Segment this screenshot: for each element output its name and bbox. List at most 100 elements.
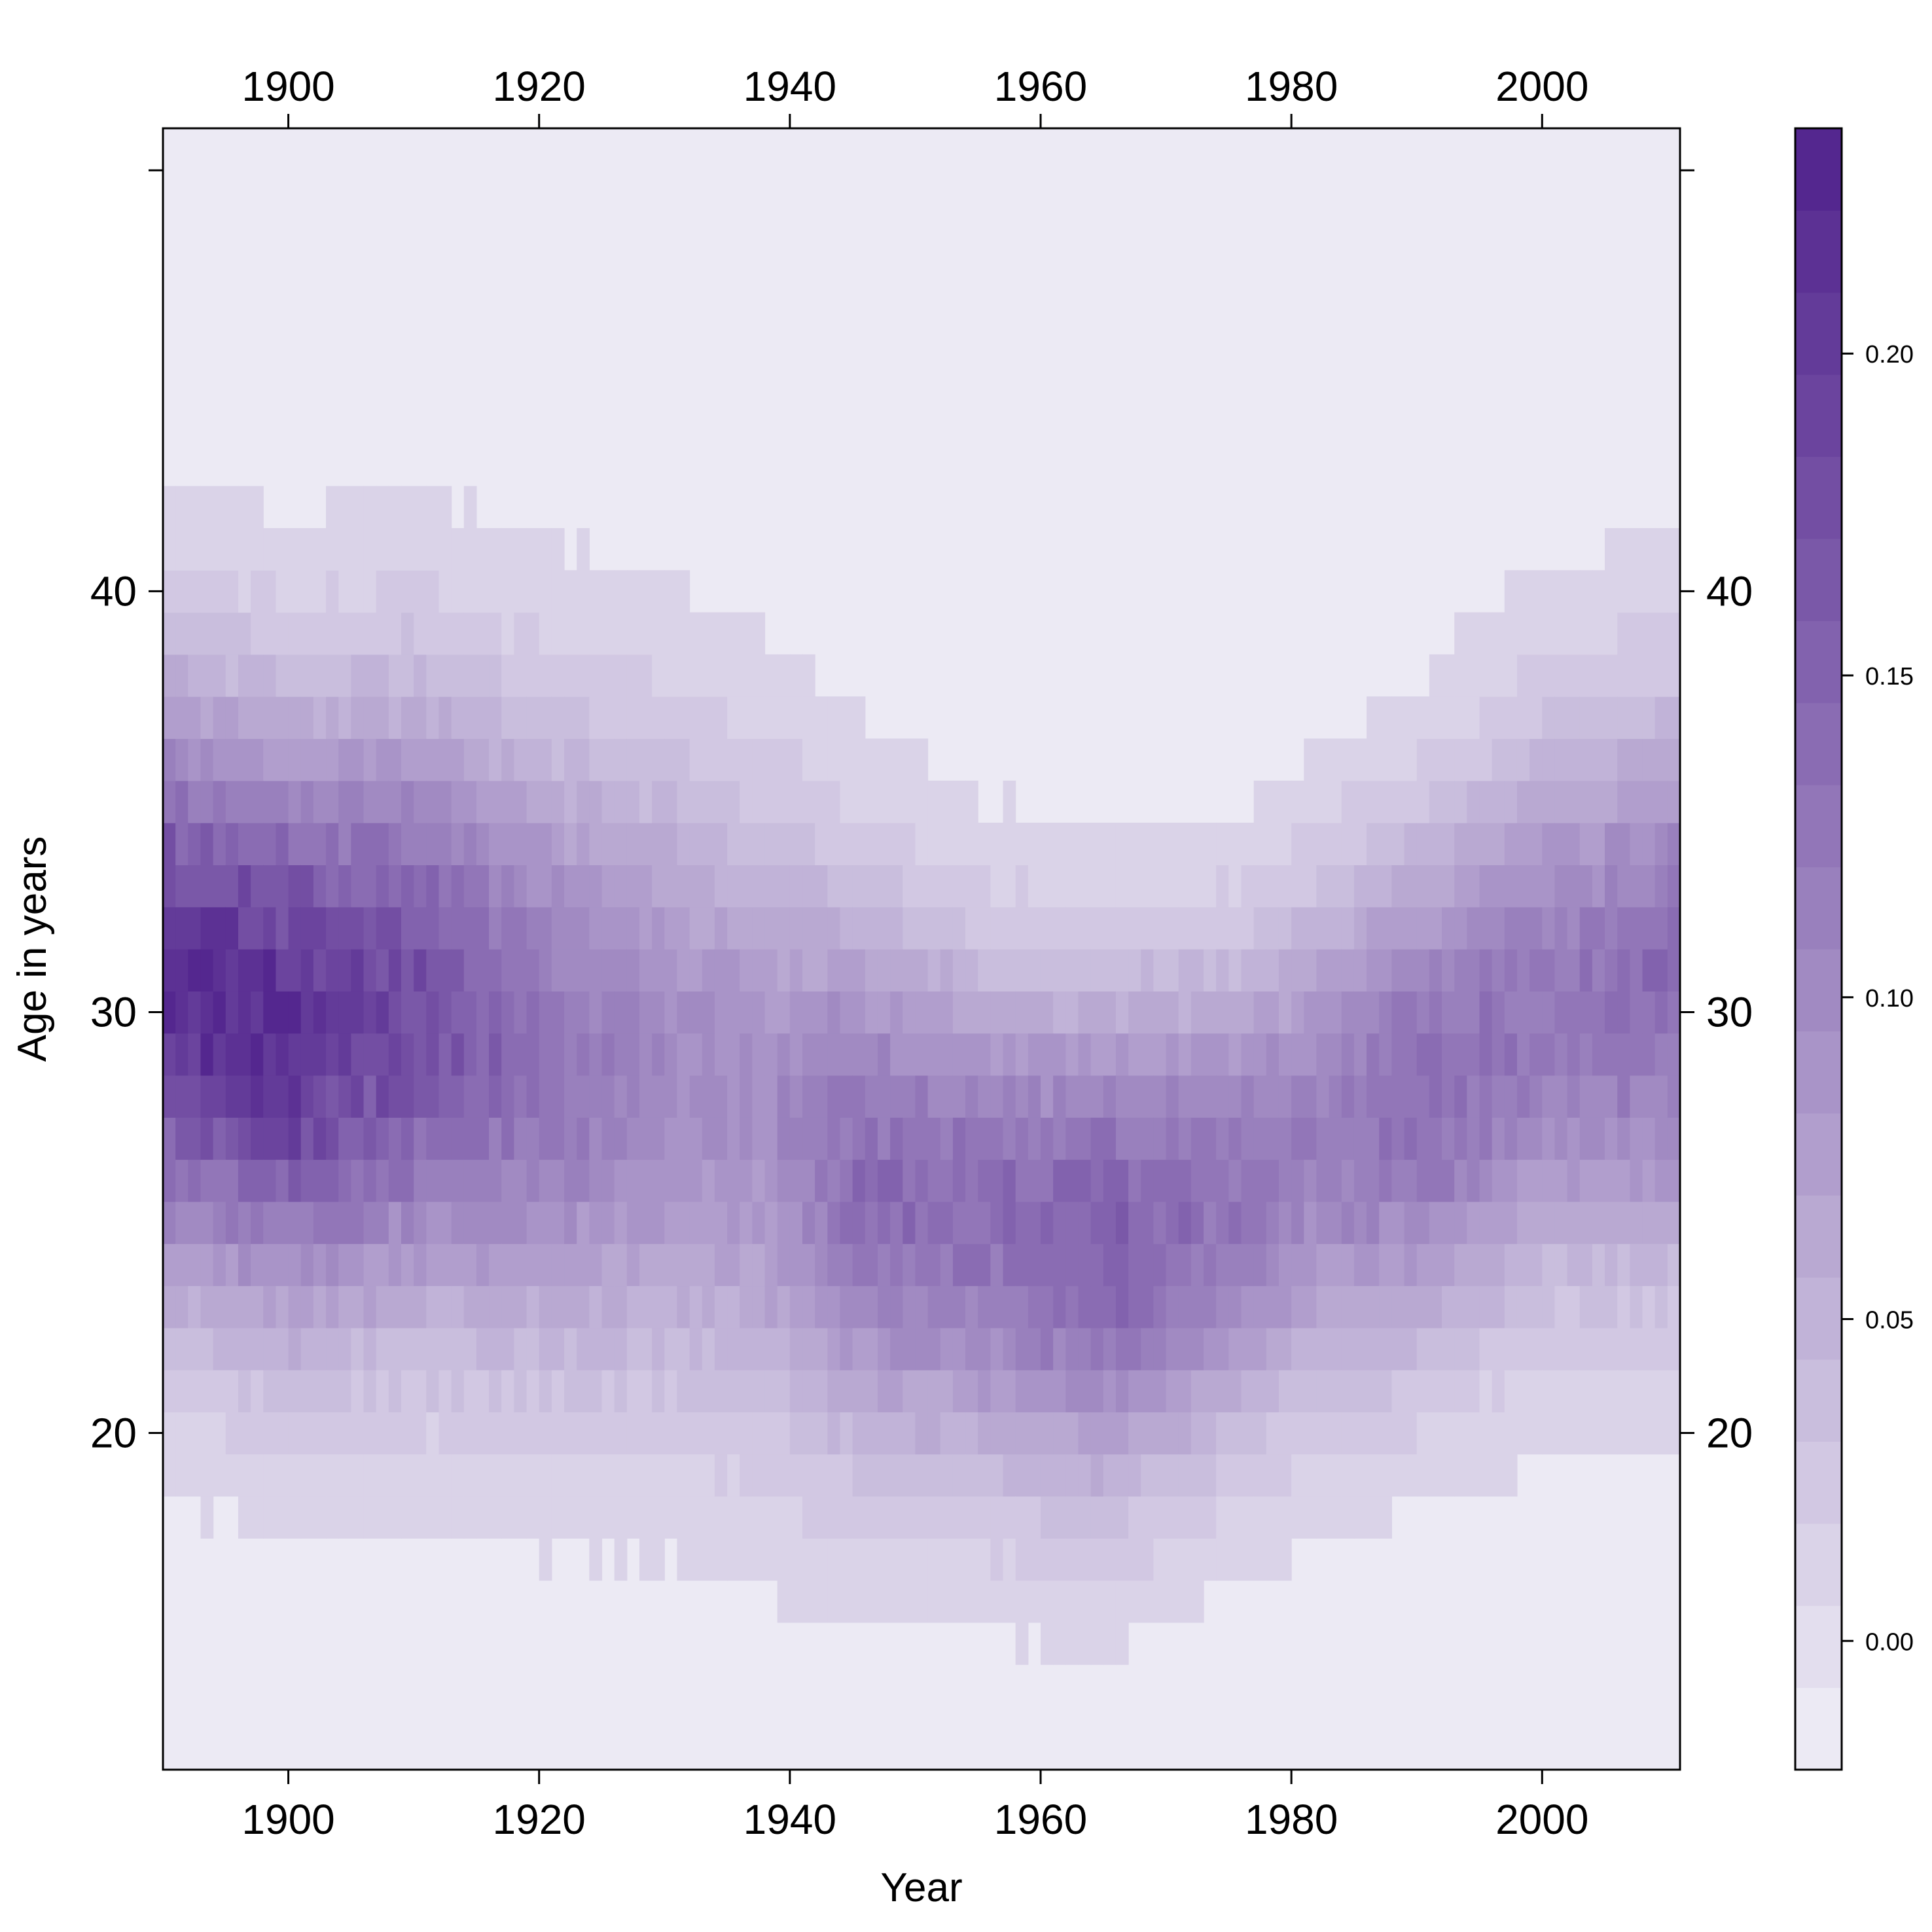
heatmap-cell	[225, 1033, 239, 1076]
heatmap-cell	[388, 1075, 402, 1118]
heatmap-cell	[1329, 780, 1342, 823]
heatmap-cell	[815, 949, 828, 992]
heatmap-cell	[827, 991, 841, 1034]
heatmap-cell	[1153, 1075, 1167, 1118]
heatmap-cell	[1241, 1370, 1255, 1412]
heatmap-cell	[1567, 1201, 1581, 1244]
heatmap-cell	[1642, 612, 1656, 655]
heatmap-cell	[1178, 1075, 1192, 1118]
heatmap-cell	[263, 1117, 277, 1160]
heatmap-cell	[1542, 991, 1556, 1034]
heatmap-cell	[815, 1159, 828, 1202]
heatmap-cell	[639, 696, 653, 740]
heatmap-cell	[1391, 1117, 1405, 1160]
heatmap-cell	[1204, 1370, 1217, 1412]
heatmap-cell	[539, 696, 552, 740]
heatmap-cell	[1492, 696, 1505, 740]
heatmap-cell	[1605, 949, 1618, 992]
heatmap-cell	[514, 1201, 528, 1244]
heatmap-cell	[225, 949, 239, 992]
heatmap-cell	[376, 1243, 389, 1287]
heatmap-cell	[1391, 1159, 1405, 1202]
heatmap-cell	[702, 1285, 715, 1329]
heatmap-cell	[1341, 1496, 1355, 1539]
heatmap-cell	[263, 1454, 277, 1497]
heatmap-cell	[601, 570, 615, 613]
heatmap-cell	[1329, 1454, 1342, 1497]
heatmap-cell	[777, 1075, 791, 1118]
heatmap-cell	[1153, 1454, 1167, 1497]
heatmap-cell	[652, 1201, 665, 1244]
heatmap-cell	[614, 1033, 628, 1076]
heatmap-cell	[414, 1117, 427, 1160]
heatmap-cell	[1530, 1201, 1543, 1244]
heatmap-cell	[1266, 865, 1279, 908]
heatmap-cell	[978, 823, 991, 865]
heatmap-cell	[225, 865, 239, 908]
heatmap-cell	[288, 865, 302, 908]
heatmap-cell	[865, 949, 878, 992]
heatmap-cell	[238, 486, 251, 529]
heatmap-cell	[1291, 991, 1304, 1034]
heatmap-cell	[313, 1243, 327, 1287]
heatmap-cell	[1040, 823, 1054, 865]
heatmap-cell	[1304, 1496, 1317, 1539]
heatmap-cell	[1630, 654, 1643, 697]
heatmap-cell	[614, 1538, 628, 1581]
heatmap-cell	[338, 949, 351, 992]
heatmap-cell	[1103, 1285, 1117, 1329]
heatmap-cell	[877, 1538, 891, 1581]
heatmap-cell	[865, 865, 878, 908]
y-tick-label-left: 30	[90, 988, 137, 1035]
heatmap-cell	[213, 1117, 226, 1160]
heatmap-cell	[777, 1412, 791, 1455]
heatmap-cell	[614, 1327, 628, 1370]
heatmap-cell	[727, 780, 740, 823]
heatmap-cell	[1391, 906, 1405, 950]
heatmap-cell	[376, 1201, 389, 1244]
heatmap-cell	[865, 1201, 878, 1244]
heatmap-cell	[414, 570, 427, 613]
heatmap-cell	[1667, 1327, 1681, 1370]
heatmap-cell	[463, 696, 477, 740]
heatmap-cell	[577, 696, 590, 740]
heatmap-cell	[727, 1285, 740, 1329]
heatmap-cell	[376, 738, 389, 781]
heatmap-cell	[200, 570, 214, 613]
heatmap-cell	[927, 1538, 941, 1581]
heatmap-cell	[300, 1201, 314, 1244]
heatmap-cell	[677, 1454, 690, 1497]
heatmap-cell	[1053, 1412, 1066, 1455]
heatmap-cell	[614, 906, 628, 950]
heatmap-cell	[1367, 780, 1380, 823]
heatmap-cell	[288, 1454, 302, 1497]
heatmap-cell	[539, 1201, 552, 1244]
heatmap-cell	[1053, 906, 1066, 950]
heatmap-cell	[890, 1243, 903, 1287]
heatmap-cell	[1391, 1327, 1405, 1370]
heatmap-cell	[188, 1033, 202, 1076]
heatmap-cell	[1542, 1327, 1556, 1370]
heatmap-cell	[213, 696, 226, 740]
heatmap-cell	[1617, 1412, 1630, 1455]
heatmap-cell	[752, 1454, 766, 1497]
heatmap-cell	[1367, 1201, 1380, 1244]
heatmap-cell	[238, 1454, 251, 1497]
heatmap-cell	[626, 1454, 640, 1497]
heatmap-cell	[1153, 1033, 1167, 1076]
heatmap-cell	[1053, 823, 1066, 865]
heatmap-cell	[1504, 696, 1518, 740]
heatmap-cell	[388, 991, 402, 1034]
heatmap-cell	[338, 991, 351, 1034]
heatmap-cell	[740, 949, 753, 992]
heatmap-cell	[1642, 865, 1656, 908]
heatmap-cell	[338, 1370, 351, 1412]
heatmap-cell	[1341, 1370, 1355, 1412]
heatmap-cell	[1304, 1454, 1317, 1497]
heatmap-cell	[777, 654, 791, 697]
heatmap-cell	[1216, 823, 1229, 865]
heatmap-cell	[238, 1243, 251, 1287]
heatmap-cell	[1190, 1454, 1204, 1497]
heatmap-cell	[927, 823, 941, 865]
heatmap-cell	[489, 823, 502, 865]
